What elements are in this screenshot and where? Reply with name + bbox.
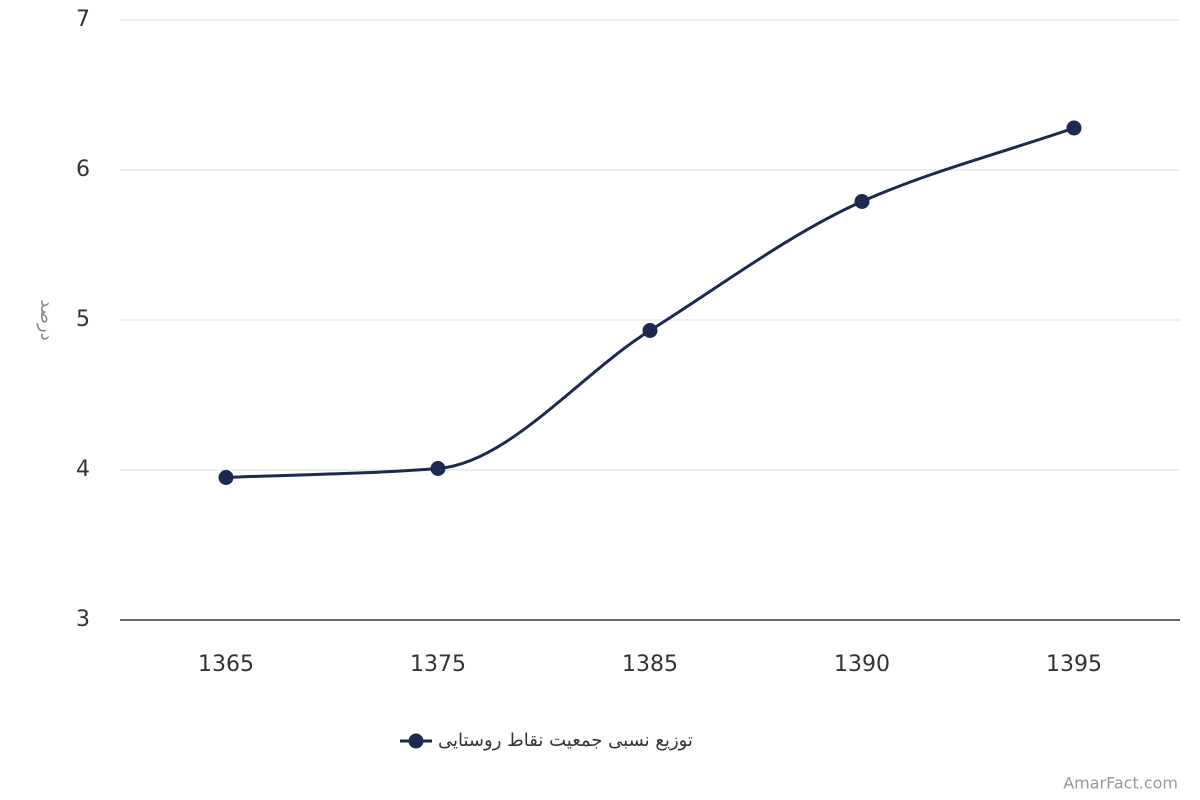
x-tick-label: 1390 bbox=[834, 652, 890, 677]
y-axis-label: درصد bbox=[36, 299, 57, 340]
x-tick-label: 1395 bbox=[1046, 652, 1102, 677]
point bbox=[1066, 120, 1082, 136]
y-tick-label: 4 bbox=[76, 457, 90, 482]
y-tick-label: 5 bbox=[76, 307, 90, 332]
point bbox=[430, 461, 446, 476]
point bbox=[218, 470, 234, 485]
y-tick-label: 6 bbox=[76, 157, 90, 182]
legend-item: توزیع نسبی جمعیت نقاط روستایی bbox=[400, 730, 693, 751]
point bbox=[854, 194, 870, 209]
legend-marker bbox=[408, 733, 424, 749]
point bbox=[642, 323, 658, 338]
line bbox=[225, 126, 1075, 479]
watermark: AmarFact.com bbox=[1063, 774, 1178, 793]
y-tick-label: 3 bbox=[76, 607, 90, 632]
x-tick-label: 1365 bbox=[198, 652, 254, 677]
x-tick-label: 1375 bbox=[410, 652, 466, 677]
y-tick-label: 7 bbox=[76, 7, 90, 32]
legend-label: توزیع نسبی جمعیت نقاط روستایی bbox=[438, 730, 693, 751]
x-tick-label: 1385 bbox=[622, 652, 678, 677]
